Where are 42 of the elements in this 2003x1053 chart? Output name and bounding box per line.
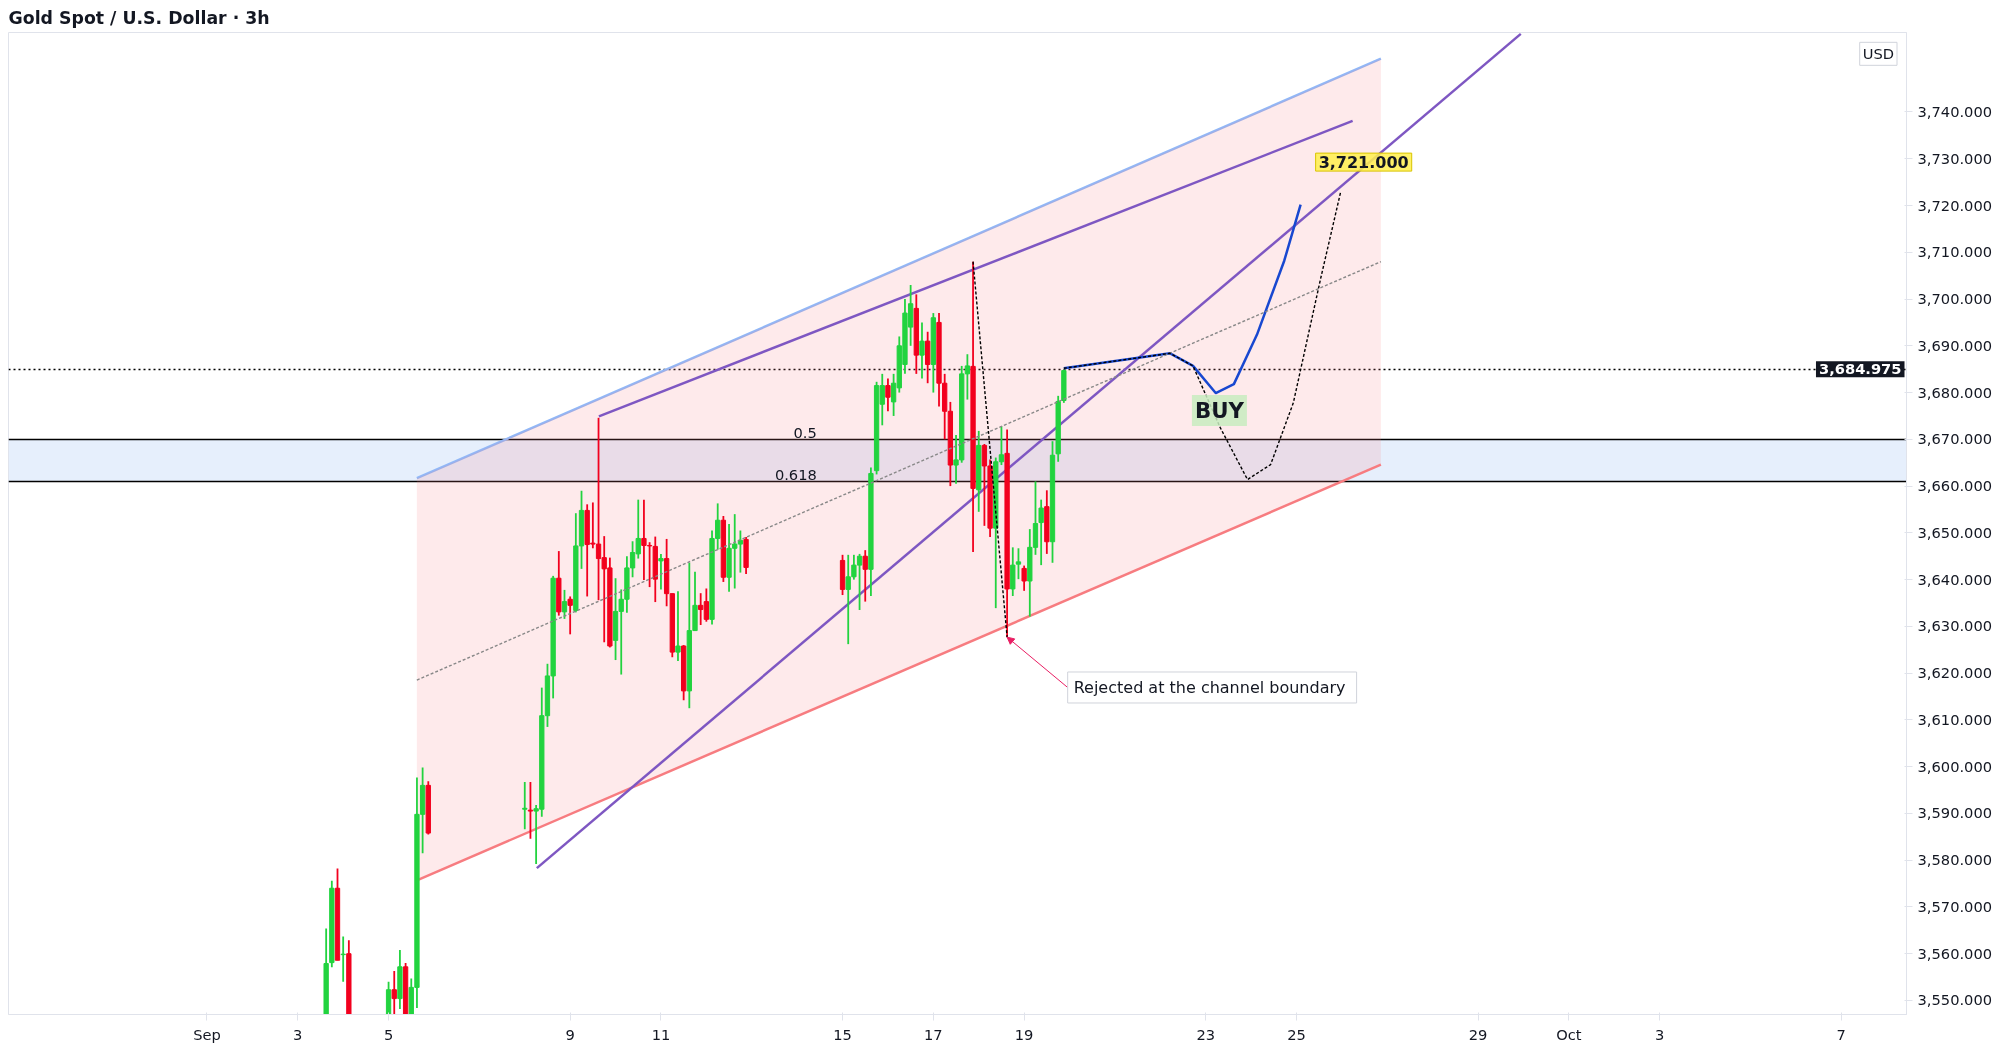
ref-line-label: 3,684.975 bbox=[1818, 360, 1902, 378]
x-tick-label: 15 bbox=[833, 1025, 852, 1043]
annotation: BUY bbox=[1194, 398, 1245, 424]
annotation: 0.618 bbox=[774, 465, 817, 483]
y-tick-label: 3,690.000 bbox=[1917, 336, 1993, 354]
y-tick-label: 3,640.000 bbox=[1917, 570, 1993, 588]
y-tick-label: 3,660.000 bbox=[1917, 477, 1993, 495]
annotation: Rejected at the channel boundary bbox=[1073, 677, 1346, 697]
x-tick-label: 29 bbox=[1468, 1025, 1488, 1043]
y-tick-label: 3,600.000 bbox=[1917, 757, 1993, 775]
y-tick-label: 3,570.000 bbox=[1917, 897, 1993, 915]
x-tick-label: 19 bbox=[1014, 1025, 1034, 1043]
y-tick-label: 3,650.000 bbox=[1917, 523, 1993, 541]
y-tick-label: 3,560.000 bbox=[1917, 944, 1993, 962]
y-tick-label: 3,550.000 bbox=[1917, 991, 1993, 1009]
x-tick-label: 25 bbox=[1287, 1025, 1306, 1043]
x-tick-label: Sep bbox=[193, 1025, 221, 1043]
x-tick-label: 17 bbox=[924, 1025, 943, 1043]
x-tick-label: 11 bbox=[651, 1025, 671, 1043]
x-tick-label: 23 bbox=[1196, 1025, 1216, 1043]
y-tick-label: 3,710.000 bbox=[1917, 243, 1993, 261]
annotation: 0.5 bbox=[793, 423, 817, 441]
y-tick-label: 3,610.000 bbox=[1917, 710, 1993, 728]
annotation: USD bbox=[1862, 45, 1895, 63]
x-tick-label: 7 bbox=[1836, 1025, 1846, 1043]
y-tick-label: 3,720.000 bbox=[1917, 196, 1993, 214]
y-tick-label: 3,590.000 bbox=[1917, 804, 1993, 822]
y-tick-label: 3,730.000 bbox=[1917, 149, 1993, 167]
y-tick-label: 3,680.000 bbox=[1917, 383, 1993, 401]
x-tick-label: Oct bbox=[1556, 1025, 1582, 1043]
chart-title: Gold Spot / U.S. Dollar · 3h bbox=[8, 7, 270, 28]
x-tick-label: 9 bbox=[565, 1025, 575, 1043]
annotation: 3,721.000 bbox=[1318, 153, 1409, 173]
x-tick-label: 5 bbox=[383, 1025, 394, 1043]
y-tick-label: 3,630.000 bbox=[1917, 617, 1993, 635]
y-tick-label: 3,700.000 bbox=[1917, 290, 1993, 308]
y-tick-label: 3,580.000 bbox=[1917, 851, 1993, 869]
y-tick-label: 3,670.000 bbox=[1917, 430, 1993, 448]
x-tick-label: 3 bbox=[293, 1025, 303, 1043]
y-tick-label: 3,740.000 bbox=[1917, 103, 1993, 120]
y-tick-label: 3,620.000 bbox=[1917, 664, 1993, 682]
x-tick-label: 3 bbox=[1655, 1025, 1665, 1043]
